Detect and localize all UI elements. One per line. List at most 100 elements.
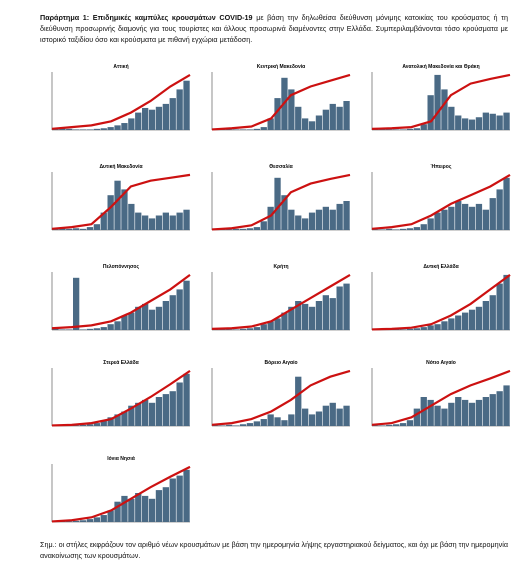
bar (59, 329, 66, 330)
bar (427, 218, 434, 230)
bar (142, 399, 149, 426)
bar (226, 129, 233, 130)
bar (482, 397, 489, 426)
bar (475, 399, 483, 426)
bar (475, 117, 483, 130)
bar (372, 229, 379, 230)
bar (343, 405, 350, 426)
bar (233, 129, 240, 130)
bar (434, 74, 441, 130)
bar (406, 420, 414, 426)
bar (413, 408, 420, 426)
bar (295, 376, 302, 426)
cumulative-line (211, 273, 351, 330)
bar (434, 212, 441, 230)
bar (441, 89, 448, 130)
bar (253, 421, 260, 426)
bar (489, 295, 496, 330)
bar (308, 212, 316, 230)
bar (73, 129, 80, 130)
chart-title: Ιόνια Νησιά (107, 456, 136, 462)
bar (183, 280, 190, 330)
chart-title: Αττική (113, 64, 128, 70)
bar (219, 425, 226, 426)
bar (343, 283, 350, 330)
bar (239, 228, 247, 230)
bar (462, 118, 469, 130)
bar (114, 125, 121, 130)
bar (393, 129, 400, 130)
cumulative-line (211, 73, 351, 131)
bar (295, 215, 302, 230)
bar (226, 329, 233, 330)
bar (155, 306, 163, 330)
bar (79, 520, 87, 522)
bar (226, 424, 233, 426)
bar (475, 203, 483, 230)
bar (239, 328, 247, 330)
bar (281, 312, 288, 330)
header-text: με βάση την δηλωθείσα διεύθυνση μόνιμης … (40, 13, 508, 44)
bar (246, 328, 254, 330)
bar (93, 423, 100, 426)
bar (79, 228, 87, 230)
bar (434, 405, 441, 426)
bar (100, 327, 107, 330)
cumulative-line (371, 369, 511, 426)
bar (86, 227, 94, 230)
bar (121, 495, 128, 522)
bar (315, 209, 323, 230)
bar (462, 399, 469, 426)
bar (379, 129, 386, 130)
bar (315, 115, 323, 130)
bar (322, 109, 329, 130)
bar (379, 425, 386, 426)
bar (288, 306, 295, 330)
bar (489, 113, 496, 130)
bar (267, 118, 274, 130)
bar (496, 391, 503, 426)
bar (73, 425, 80, 426)
bar (176, 475, 183, 522)
note: Σημ.: οι στήλες εκφράζουν τον αριθμό νέω… (40, 540, 508, 560)
bar (274, 98, 281, 130)
bar (462, 312, 469, 330)
bar (162, 301, 169, 330)
chart-title: Κρήτη (273, 264, 288, 270)
bar (73, 277, 80, 330)
bar (155, 490, 163, 522)
bar (121, 123, 128, 130)
bar (135, 493, 142, 522)
bar (246, 423, 254, 426)
bar (260, 419, 267, 426)
bar (148, 498, 156, 522)
bar (274, 318, 281, 330)
bar (176, 289, 183, 330)
bar (107, 510, 114, 522)
bar (288, 89, 295, 130)
bar (434, 324, 441, 330)
bar (246, 228, 254, 230)
bar (135, 112, 142, 130)
bar (114, 180, 121, 230)
bar (448, 402, 455, 426)
bar (399, 228, 407, 230)
bar (253, 227, 260, 230)
cumulative-line (51, 73, 191, 130)
bar (399, 329, 407, 330)
bar (406, 128, 414, 130)
bar (482, 301, 489, 330)
bar (420, 327, 427, 330)
bar (100, 128, 107, 130)
bar (79, 129, 87, 130)
bar (162, 212, 169, 230)
bar (148, 218, 156, 230)
bar (260, 324, 267, 330)
bar (448, 318, 455, 330)
bar (441, 321, 448, 330)
bar (114, 501, 121, 522)
bar (100, 420, 107, 426)
bar (128, 498, 135, 522)
bar (155, 397, 163, 426)
